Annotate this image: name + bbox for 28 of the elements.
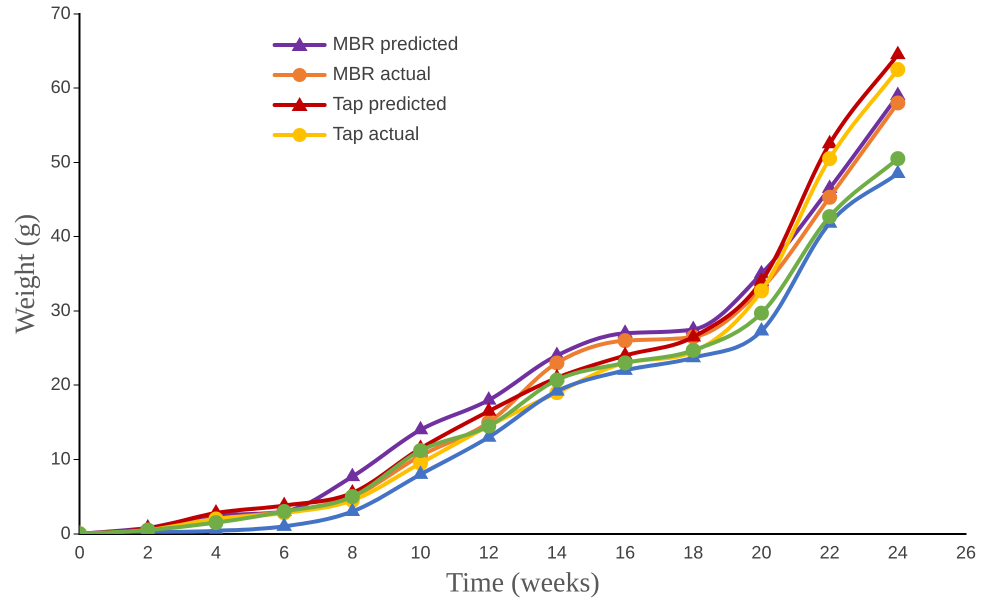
x-axis-title: Time (weeks) <box>446 568 600 599</box>
y-tick-label: 70 <box>50 2 71 23</box>
x-tick-label: 6 <box>279 542 290 563</box>
x-tick-label: 18 <box>683 542 704 563</box>
x-tick-label: 4 <box>210 542 221 563</box>
x-tick-label: 10 <box>410 542 431 563</box>
x-tick-label: 20 <box>751 542 772 563</box>
x-tick-label: 26 <box>956 542 976 563</box>
y-tick-label: 0 <box>60 522 71 543</box>
x-tick-label: 16 <box>615 542 636 563</box>
legend-label: Tap predicted <box>332 94 447 116</box>
x-tick-label: 2 <box>142 542 153 563</box>
x-tick-label: 12 <box>478 542 499 563</box>
legend-label: MBR predicted <box>332 34 458 56</box>
x-tick-label: 24 <box>888 542 908 563</box>
x-tick-label: 14 <box>546 542 567 563</box>
x-tick-label: 8 <box>347 542 358 563</box>
y-tick-label: 50 <box>50 151 71 172</box>
y-tick-label: 40 <box>50 226 71 246</box>
legend-label: Tap actual <box>332 124 420 146</box>
x-tick-label: 22 <box>820 542 840 563</box>
y-axis-title: Weight (g) <box>10 214 42 334</box>
y-tick-label: 20 <box>50 374 71 394</box>
y-tick-label: 30 <box>50 300 71 320</box>
y-tick-label: 60 <box>50 77 71 98</box>
legend-label: MBR actual <box>332 64 431 86</box>
y-tick-label: 10 <box>50 448 71 468</box>
x-tick-label: 0 <box>74 542 85 563</box>
